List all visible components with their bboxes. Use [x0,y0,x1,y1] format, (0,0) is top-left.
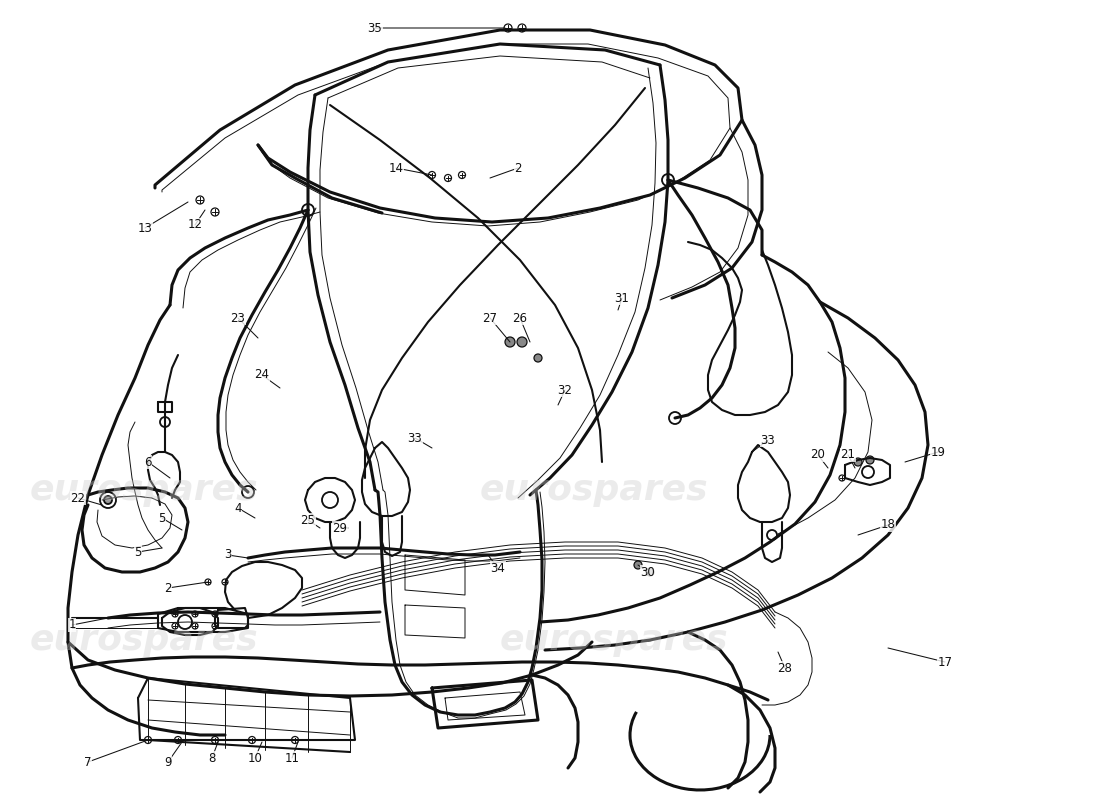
Text: eurospares: eurospares [480,473,708,507]
Circle shape [866,456,874,464]
Text: 6: 6 [144,455,152,469]
Text: 8: 8 [208,751,216,765]
Text: 5: 5 [134,546,142,558]
Circle shape [662,174,674,186]
Circle shape [211,737,219,743]
Text: eurospares: eurospares [30,473,258,507]
Text: 27: 27 [483,311,497,325]
Circle shape [429,171,436,178]
Text: 24: 24 [254,369,270,382]
Text: 26: 26 [513,311,528,325]
Text: 23: 23 [231,311,245,325]
Text: 17: 17 [937,655,953,669]
Circle shape [767,530,777,540]
Circle shape [172,611,178,617]
Text: 11: 11 [285,751,299,765]
Circle shape [292,737,298,743]
Circle shape [178,615,192,629]
Circle shape [222,579,228,585]
Text: 35: 35 [367,22,383,34]
Text: 21: 21 [840,449,856,462]
Circle shape [444,174,451,182]
Circle shape [175,737,182,743]
Circle shape [212,611,218,617]
Text: 12: 12 [187,218,202,231]
Text: 29: 29 [332,522,348,534]
Text: 22: 22 [70,491,86,505]
Circle shape [505,337,515,347]
Circle shape [518,24,526,32]
Circle shape [839,475,845,481]
Circle shape [212,623,218,629]
Circle shape [104,496,112,504]
Text: 31: 31 [615,291,629,305]
Text: 5: 5 [158,511,166,525]
Text: 14: 14 [388,162,404,174]
Text: 1: 1 [68,618,76,631]
Text: 30: 30 [640,566,656,578]
Text: 10: 10 [248,751,263,765]
Text: 4: 4 [234,502,242,514]
Circle shape [504,24,512,32]
Circle shape [459,171,465,178]
Circle shape [634,561,642,569]
Circle shape [854,458,862,466]
Text: 2: 2 [164,582,172,594]
Text: 34: 34 [491,562,505,574]
Circle shape [862,466,874,478]
Text: eurospares: eurospares [30,623,258,657]
Text: eurospares: eurospares [500,623,728,657]
Circle shape [249,737,255,743]
Text: 25: 25 [300,514,316,526]
Circle shape [205,579,211,585]
Circle shape [160,417,170,427]
Text: 3: 3 [224,549,232,562]
Text: 7: 7 [85,755,91,769]
Circle shape [211,208,219,216]
Text: 32: 32 [558,383,572,397]
Circle shape [669,412,681,424]
Text: 18: 18 [881,518,895,531]
Text: 28: 28 [778,662,792,674]
Circle shape [196,196,204,204]
Circle shape [517,337,527,347]
Circle shape [192,611,198,617]
Text: 19: 19 [931,446,946,458]
Text: 2: 2 [515,162,521,174]
Circle shape [144,737,152,743]
Circle shape [172,623,178,629]
Text: 9: 9 [164,755,172,769]
Circle shape [646,568,654,576]
Circle shape [192,623,198,629]
Circle shape [100,492,116,508]
Circle shape [322,492,338,508]
Text: 33: 33 [408,431,422,445]
Text: 20: 20 [811,449,825,462]
Text: 33: 33 [760,434,775,446]
Circle shape [302,204,313,216]
Circle shape [242,486,254,498]
Text: 13: 13 [138,222,153,234]
Circle shape [534,354,542,362]
